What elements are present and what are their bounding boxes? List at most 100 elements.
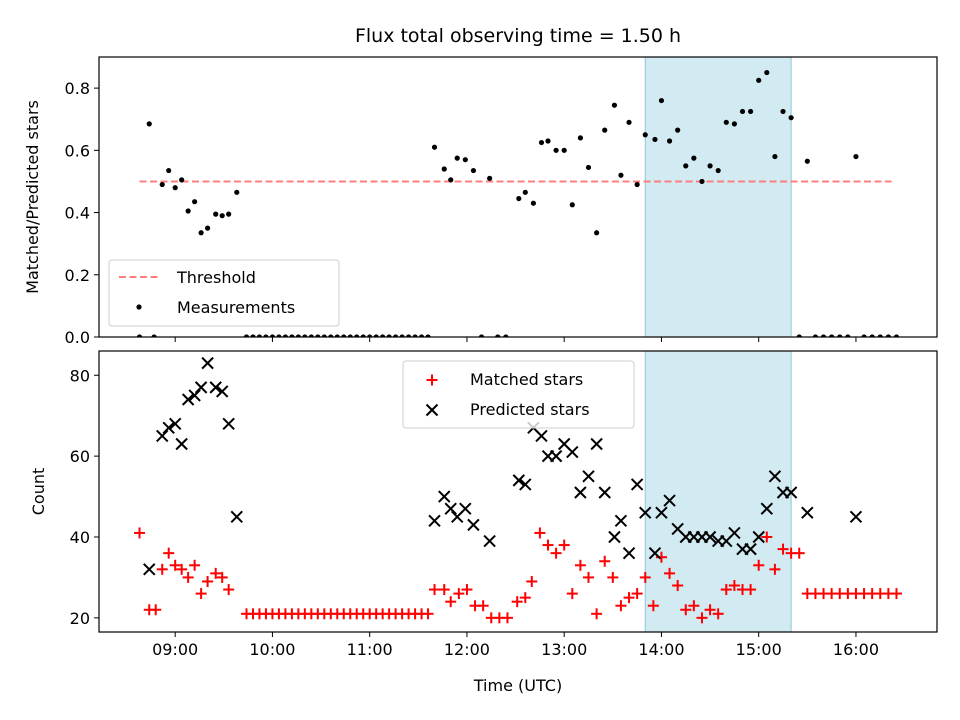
matched-star-point [210,567,222,579]
x-tick-label: 13:00 [541,640,587,659]
measurement-point [634,181,640,188]
y-tick-label: 0.0 [65,328,90,347]
predicted-star-point [639,506,652,519]
top-highlight-band [644,56,792,338]
measurement-point [658,97,665,104]
matched-star-point [607,571,619,583]
matched-star-point [176,563,188,575]
measurement-point [448,177,454,183]
predicted-star-point [768,470,782,483]
predicted-star-point [744,542,757,556]
predicted-star-point [215,385,229,398]
top-axes-frame [98,56,938,338]
predicted-star-point [201,356,214,370]
measurement-point [820,334,827,337]
bottom-axes-frame [98,350,938,633]
matched-star-point [615,600,627,612]
measurement-point [334,334,340,337]
measurement-point [219,213,225,219]
measurement-point [683,163,689,169]
predicted-star-point [574,486,587,499]
measurement-point [594,230,600,236]
measurement-point [204,225,211,231]
measurement-point [159,181,165,188]
x-tick-label: 16:00 [833,640,879,659]
matched-star-point [583,571,595,583]
matched-star-point [712,608,724,620]
matched-star-point [672,580,684,592]
matched-star-point [163,547,175,559]
measurement-point [315,334,321,337]
measurement-point [577,135,584,141]
measurement-point [538,139,545,146]
matched-star-point [639,571,651,583]
measurement-point [691,155,697,161]
measurement-point [652,136,658,143]
measurement-point [226,211,232,217]
legend-x-marker [425,403,439,417]
measurement-point [289,334,295,337]
measurement-point [739,108,746,115]
measurement-point [234,189,240,195]
measurement-point [302,334,308,337]
measurement-point [341,334,347,337]
measurement-point [276,334,282,337]
measurement-point [772,153,778,160]
measurement-point [425,334,431,337]
y-tick-label: 40 [70,528,90,547]
top-legend: Threshold Measurements [108,259,340,327]
measurement-point [666,138,673,144]
matched-star-point [623,592,635,604]
matched-star-point [429,584,441,596]
measurement-point [399,334,405,337]
measurement-point [877,334,883,337]
matched-star-point [182,571,194,583]
predicted-star-point [608,530,621,544]
matched-star-point [542,539,554,551]
matched-star-point [680,604,692,616]
measurement-point [136,334,143,337]
measurement-point [172,185,178,191]
measurement-point [569,202,575,208]
predicted-star-point [663,494,676,507]
matched-star-point [890,588,902,600]
matched-star-point [501,612,513,624]
predicted-star-point [630,478,644,491]
matched-star-point [169,559,181,571]
measurement-point [723,119,729,125]
measurement-point [380,334,386,337]
x-tick-label: 14:00 [638,640,684,659]
legend-threshold-label: Threshold [176,268,256,287]
y-tick-label: 20 [70,609,90,628]
matched-star-point [574,559,586,571]
y-tick-label: 0.8 [65,79,90,98]
predicted-star-point [849,510,863,523]
matched-star-point [704,604,716,616]
measurement-point [373,334,379,337]
matched-star-point [519,592,531,604]
measurement-point [454,155,460,161]
measurement-point [804,158,810,164]
predicted-star-point [614,514,628,528]
legend-plus-marker [426,374,438,386]
measurement-point [885,334,891,337]
bottom-highlight-band [644,350,792,633]
x-tick-label: 12:00 [444,640,490,659]
bottom-legend: Matched stars Predicted stars [402,360,635,429]
predicted-star-point [483,534,496,548]
measurement-point [869,334,875,337]
measurement-point [626,119,632,125]
predicted-star-point [459,502,472,515]
measurement-point [146,121,152,127]
measurement-point [495,334,501,337]
predicted-star-point [549,449,563,463]
measurement-points [136,69,900,337]
measurement-point [308,334,314,337]
matched-star-point [647,600,659,612]
matched-star-point [453,588,465,600]
measurement-point [470,167,477,174]
bottom-y-ticks: 20 40 60 80 [70,366,99,628]
measurement-point [487,175,493,181]
matched-star-point [534,527,546,539]
